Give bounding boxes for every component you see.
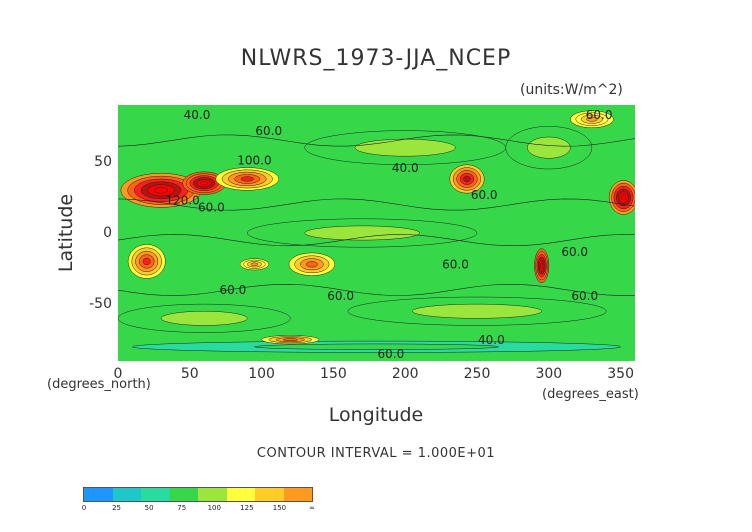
colorbar-swatch (112, 488, 141, 501)
contour-label: 120.0 (165, 194, 199, 208)
contour-label: 60.0 (378, 347, 405, 361)
contour-region-0 (154, 187, 169, 194)
contour-region-10 (160, 310, 248, 326)
x-tick-label: 50 (180, 366, 199, 382)
contour-region-7 (540, 262, 544, 269)
contour-region-3 (463, 175, 471, 183)
contour-line-3 (118, 134, 635, 147)
x-tick-label: 0 (113, 366, 123, 382)
contour-region-12 (354, 138, 456, 157)
contour-region-4 (620, 194, 627, 201)
contour-label: 40.0 (184, 108, 211, 122)
contour-region-1 (200, 181, 209, 186)
contour-region-5 (142, 257, 151, 266)
contour-line-1 (118, 198, 635, 211)
contour-label: 60.0 (255, 124, 282, 138)
contour-line-0 (118, 234, 635, 247)
contour-interval-text: CONTOUR INTERVAL = 1.000E+01 (256, 446, 496, 461)
colorbar-tick-label: ∞ (309, 504, 315, 512)
colorbar-swatch (226, 488, 255, 501)
x-tick-label: 250 (463, 366, 491, 382)
contour-line-2 (118, 283, 635, 296)
contour-label: 60.0 (442, 258, 469, 272)
colorbar-tick-label: 125 (240, 504, 254, 512)
contour-label: 40.0 (478, 333, 505, 347)
colorbar-swatch (283, 488, 312, 501)
y-tick-label: -50 (89, 296, 112, 313)
contour-map-plot: 40.0 60.0 100.0 40.0 60.0 120.0 60.0 60.0 60.0 60… (118, 105, 635, 361)
colorbar-tick-label: 150 (272, 504, 287, 512)
contour-label: 60.0 (571, 289, 598, 303)
y-tick-label: 0 (103, 225, 112, 241)
contour-region-8 (250, 262, 259, 266)
contour-label: 60.0 (327, 289, 354, 303)
x-tick-label: 300 (535, 366, 563, 382)
contour-region-13 (527, 136, 571, 159)
colorbar-tick-label: 75 (177, 504, 187, 512)
x-axis-label: Longitude (328, 404, 424, 426)
colorbar-tick-label: 0 (81, 504, 87, 512)
contour-region-9 (304, 225, 420, 241)
colorbar-swatch (84, 488, 113, 501)
units-label: (units:W/m^2) (520, 82, 623, 98)
contour-label: 60.0 (561, 245, 588, 259)
x-tick-label: 150 (320, 366, 347, 382)
colorbar-tick-label: 50 (144, 504, 154, 512)
chart-title: NLWRS_1973-JJA_NCEP (240, 46, 512, 71)
contour-region-16 (586, 116, 598, 122)
colorbar-tick-label: 100 (207, 504, 221, 512)
colorbar (83, 487, 313, 502)
contour-label: 100.0 (237, 154, 271, 168)
contour-region-11 (412, 303, 542, 319)
contour-label: 40.0 (392, 161, 419, 175)
y-unit-note: (degrees_north) (47, 377, 151, 392)
x-tick-label: 350 (607, 366, 634, 382)
colorbar-tick-label: 25 (112, 504, 122, 512)
colorbar-swatch (255, 488, 284, 501)
y-axis-label: Latitude (55, 193, 77, 273)
x-unit-note: (degrees_east) (542, 387, 639, 402)
contour-region-6 (305, 261, 318, 268)
contour-region-15 (282, 338, 298, 341)
colorbar-swatch (169, 488, 198, 501)
contour-label: 60.0 (471, 188, 498, 202)
contour-label: 60.0 (220, 283, 247, 297)
contour-label: 60.0 (198, 201, 225, 215)
x-tick-label: 100 (248, 366, 275, 382)
colorbar-swatch (198, 488, 227, 501)
y-tick-label: 50 (94, 153, 112, 170)
contour-label: 60.0 (586, 108, 613, 122)
colorbar-swatch (141, 488, 170, 501)
x-tick-label: 200 (391, 366, 419, 382)
contour-region-2 (240, 176, 254, 182)
contour-region-14 (254, 343, 499, 350)
